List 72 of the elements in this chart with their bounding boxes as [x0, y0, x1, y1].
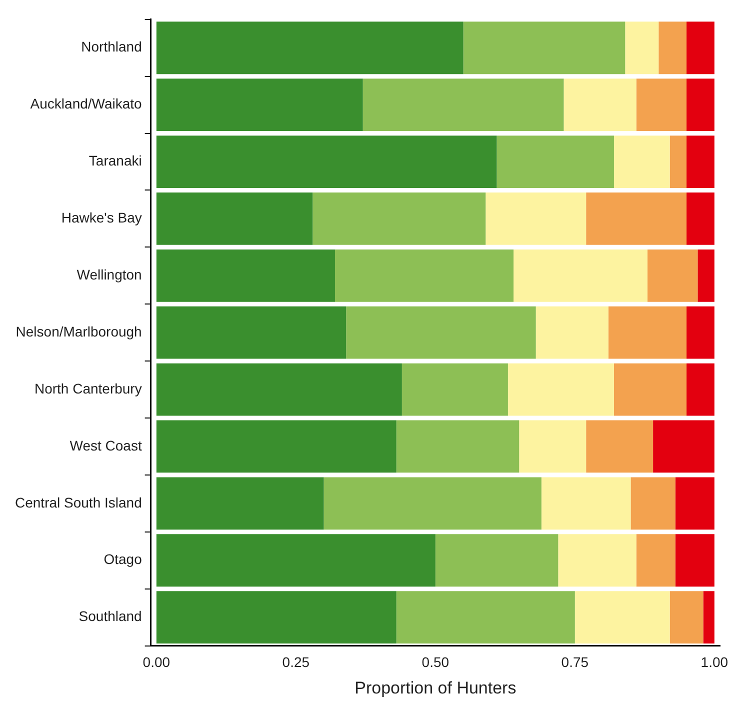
bar — [156, 249, 335, 302]
bar — [698, 249, 714, 302]
bar — [675, 477, 714, 530]
y-tick-label: West Coast — [70, 437, 142, 454]
y-tick-label: Hawke's Bay — [61, 210, 142, 226]
bar — [625, 22, 659, 74]
bar — [630, 477, 676, 530]
y-tick-label: North Canterbury — [34, 380, 142, 396]
bar — [574, 591, 670, 644]
bar — [686, 78, 714, 132]
bar — [463, 22, 626, 74]
bar — [156, 591, 396, 644]
bar — [396, 591, 575, 644]
x-tick-label: 0.50 — [422, 654, 450, 670]
bar — [156, 136, 497, 188]
x-tick-label: 0.25 — [282, 654, 310, 670]
bar — [558, 534, 636, 587]
bar — [541, 477, 631, 530]
bar — [614, 363, 687, 416]
bar — [156, 477, 324, 530]
bar — [435, 534, 558, 587]
x-tick-label: 0.00 — [142, 654, 170, 670]
bar — [670, 591, 704, 644]
bar — [586, 192, 687, 245]
bar — [686, 192, 714, 245]
bar — [658, 22, 687, 74]
bar — [362, 78, 564, 132]
bar — [324, 477, 542, 530]
bar — [608, 306, 687, 359]
y-tick-label: Nelson/Marlborough — [16, 323, 142, 340]
bar — [156, 420, 396, 473]
y-tick-label: Central South Island — [14, 494, 142, 510]
x-tick-label: 1.00 — [700, 654, 728, 670]
bar — [156, 534, 436, 587]
bar — [346, 306, 536, 359]
y-tick-label: Wellington — [76, 266, 142, 283]
bar — [156, 78, 363, 132]
x-axis-title: Proportion of Hunters — [354, 678, 516, 698]
y-tick-label: Southland — [78, 608, 142, 624]
bar — [636, 78, 687, 132]
bar — [670, 136, 687, 188]
bar — [334, 249, 514, 302]
bar — [486, 192, 586, 245]
bar — [402, 363, 508, 416]
x-tick-label: 0.75 — [561, 654, 589, 670]
bar — [156, 363, 402, 416]
bar — [312, 192, 486, 245]
bar — [686, 306, 714, 359]
bar — [703, 591, 714, 644]
bar — [686, 22, 714, 74]
bar — [496, 136, 614, 188]
y-tick-label: Auckland/Waikato — [30, 96, 142, 112]
bar — [586, 420, 654, 473]
bar — [636, 534, 676, 587]
bar — [536, 306, 608, 359]
bar — [156, 306, 346, 359]
y-tick-label: Otago — [104, 551, 142, 568]
bar — [647, 249, 698, 302]
bar — [514, 249, 648, 302]
bar — [508, 363, 614, 416]
bar — [653, 420, 714, 473]
bar — [564, 78, 636, 132]
y-tick-label: Northland — [81, 38, 142, 55]
bar — [614, 136, 670, 188]
bar — [156, 22, 464, 74]
bar — [396, 420, 520, 473]
bar — [519, 420, 586, 473]
y-tick-label: Taranaki — [88, 152, 142, 169]
bar — [156, 192, 313, 245]
bar — [686, 136, 714, 188]
bar — [686, 363, 714, 416]
bar — [675, 534, 714, 587]
